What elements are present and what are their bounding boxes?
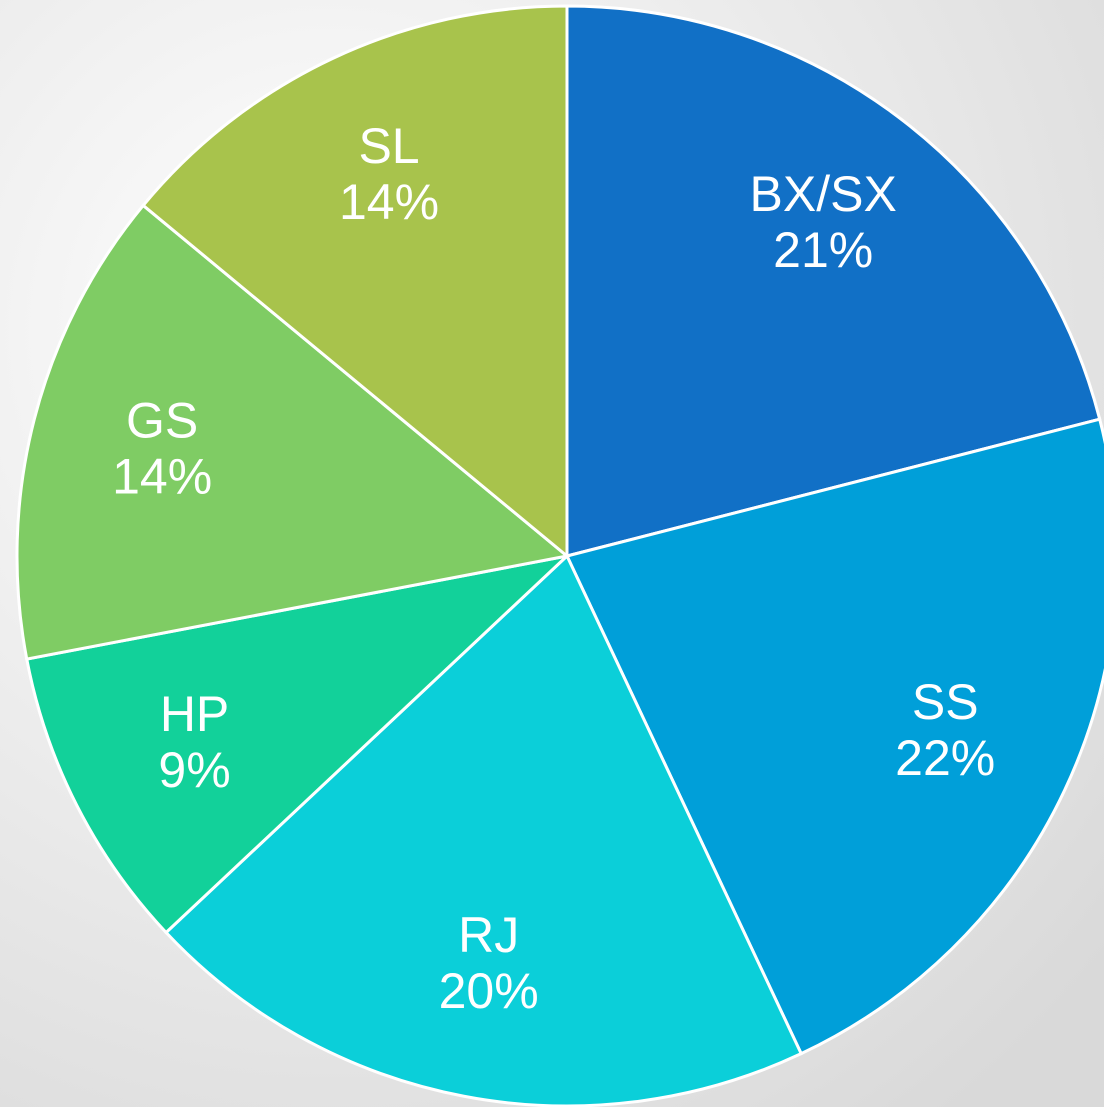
pie-slice — [565, 4, 1102, 558]
slice-value-label: 22% — [895, 730, 995, 786]
pie-slice — [15, 203, 571, 661]
slice-label: HP — [160, 686, 229, 742]
slice-label: SL — [358, 118, 419, 174]
slice-value-label: 20% — [439, 963, 539, 1019]
slice-label: RJ — [458, 907, 519, 963]
pie-slice — [564, 417, 1104, 1056]
slice-label: BX/SX — [750, 166, 897, 222]
slice-value-label: 21% — [773, 222, 873, 278]
slice-label: SS — [912, 674, 979, 730]
slice-value-label: 14% — [112, 448, 212, 504]
pie-slice — [163, 553, 804, 1107]
slice-value-label: 14% — [339, 174, 439, 230]
pie-slice — [24, 553, 572, 935]
slice-value-label: 9% — [158, 742, 230, 798]
pie-slice — [141, 4, 569, 560]
slice-label: GS — [126, 392, 198, 448]
